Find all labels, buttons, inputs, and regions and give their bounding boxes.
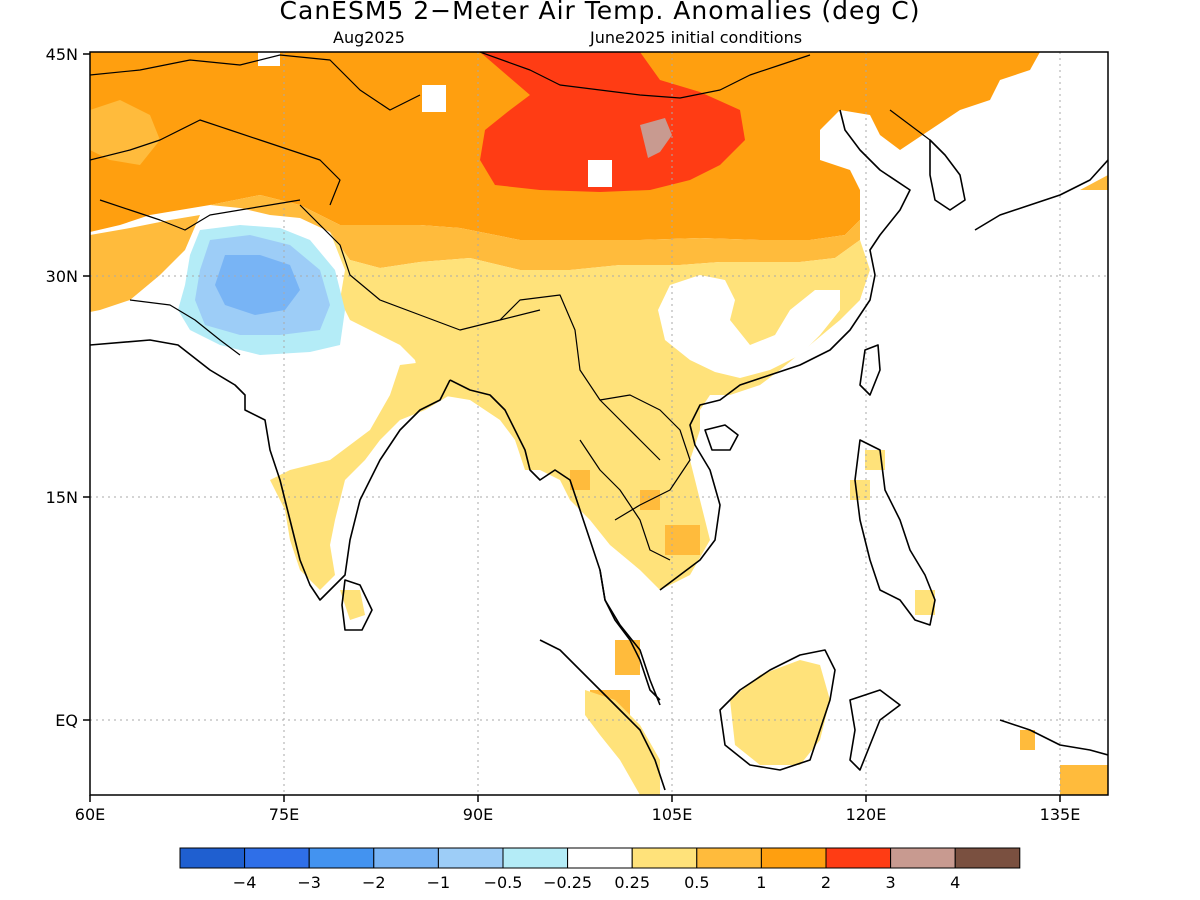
- colorbar-swatch: [502, 847, 569, 869]
- lat-tick-marks: [83, 53, 90, 721]
- plot-frame: [89, 51, 1109, 796]
- coastline-taiwan: [859, 344, 881, 396]
- lon-label: 135E: [1040, 805, 1081, 824]
- border-china-mongolia: [479, 52, 811, 99]
- colorbar-tick-label: 3: [886, 873, 896, 892]
- lon-labels: 60E 75E 90E 105E 120E 135E: [75, 805, 1081, 824]
- missing-pixel: [258, 52, 280, 66]
- coastline-philippines: [854, 439, 936, 626]
- map-title: CanESM5 2−Meter Air Temp. Anomalies (deg…: [279, 0, 921, 25]
- anomaly-field: [90, 52, 1108, 795]
- colorbar-tick-label: −0.5: [484, 873, 523, 892]
- colorbar-swatch: [760, 847, 827, 869]
- missing-pixel: [422, 85, 446, 112]
- coastline-borneo: [719, 649, 836, 771]
- border-china-north-korea: [889, 109, 931, 141]
- colorbar: −4 −3 −2 −1 −0.5 −0.25 0.25 0.5 1 2 3 4: [179, 847, 1021, 892]
- colorbar-tick-label: −3: [297, 873, 321, 892]
- colorbar-swatch: [373, 847, 439, 869]
- anomaly-pixel: [665, 525, 700, 555]
- anomaly-region-neg-1: [215, 255, 300, 315]
- anomaly-region-0.25-0.5-srilanka: [340, 590, 365, 620]
- coastline-hainan: [704, 424, 739, 451]
- lat-label: 15N: [46, 488, 78, 507]
- anomaly-pixel: [570, 470, 590, 490]
- coastlines: [90, 109, 1108, 791]
- anomaly-pixel: [1020, 730, 1035, 750]
- coastline-korea: [929, 139, 966, 211]
- lat-label: 45N: [46, 45, 78, 64]
- lon-label: 90E: [463, 805, 493, 824]
- colorbar-tick-label: 2: [821, 873, 831, 892]
- colorbar-swatch: [567, 847, 633, 869]
- coastline-srilanka: [341, 579, 373, 631]
- border-himalaya: [299, 204, 541, 331]
- init-conditions: June2025 initial conditions: [590, 28, 803, 47]
- lon-label: 105E: [652, 805, 693, 824]
- colorbar-tick-label: 0.25: [614, 873, 650, 892]
- anomaly-region-0.25-0.5-borneo: [730, 660, 830, 765]
- colorbar-tick-label: 1: [756, 873, 766, 892]
- coastline-sumatra: [539, 639, 666, 791]
- border-myanmar: [499, 294, 661, 461]
- coastline-sulawesi: [849, 689, 901, 771]
- colorbar-swatch: [954, 847, 1021, 869]
- anomaly-region-2-3: [480, 52, 745, 192]
- colorbar-swatch: [825, 847, 892, 869]
- coastline-japan: [974, 159, 1108, 231]
- colorbar-tick-label: −4: [233, 873, 257, 892]
- gridlines: [90, 52, 1108, 795]
- anomaly-region-0.25-0.5-sumatra: [585, 690, 660, 795]
- colorbar-tick-label: −0.25: [543, 873, 592, 892]
- coastline-india: [90, 339, 451, 601]
- colorbar-swatch: [631, 847, 698, 869]
- colorbar-tick-label: −1: [427, 873, 451, 892]
- anomaly-region-white-china: [658, 275, 840, 378]
- coastline-malaysia: [599, 569, 661, 706]
- lat-label: EQ: [55, 711, 78, 730]
- colorbar-swatch: [308, 847, 375, 869]
- missing-pixel: [588, 160, 612, 187]
- lon-label: 75E: [269, 805, 299, 824]
- lat-label: 30N: [46, 267, 78, 286]
- coastline-new-guinea: [999, 719, 1108, 756]
- border-pakistan: [129, 299, 241, 356]
- anomaly-region-3-4: [640, 118, 672, 158]
- anomaly-region-0.5-1: [90, 195, 860, 270]
- border-iran-afghanistan: [99, 199, 301, 231]
- anomaly-region-white-east: [820, 52, 1108, 300]
- anomaly-region-0.5-1-west-2: [90, 215, 200, 312]
- border-central-asia: [90, 119, 341, 206]
- anomaly-region-0.5-1-west: [90, 100, 160, 165]
- coastline-bay-of-bengal: [449, 379, 661, 701]
- lat-labels: 45N 30N 15N EQ: [46, 45, 78, 730]
- colorbar-swatch: [437, 847, 504, 869]
- coastline-indochina: [659, 109, 911, 591]
- border-thailand-cambodia: [579, 439, 671, 561]
- border-kazakhstan: [90, 54, 421, 111]
- colorbar-swatch: [696, 847, 762, 869]
- anomaly-region-0.25-0.5: [330, 232, 870, 590]
- borders: [90, 52, 931, 561]
- colorbar-tick-label: −2: [362, 873, 386, 892]
- colorbar-swatch: [890, 847, 956, 869]
- anomaly-pixel: [1060, 765, 1108, 795]
- valid-month: Aug2025: [333, 28, 405, 47]
- colorbar-tick-label: 0.5: [684, 873, 709, 892]
- lon-label: 60E: [75, 805, 105, 824]
- lon-label: 120E: [846, 805, 887, 824]
- anomaly-region-0.25-0.5-india: [270, 360, 450, 590]
- anomaly-region-0.25-0.5-philippines: [850, 450, 935, 615]
- colorbar-swatch: [244, 847, 310, 869]
- lon-tick-marks: [89, 795, 1061, 802]
- border-laos-vietnam: [599, 394, 691, 521]
- colorbar-tick-label: 4: [950, 873, 960, 892]
- colorbar-swatch: [179, 847, 246, 869]
